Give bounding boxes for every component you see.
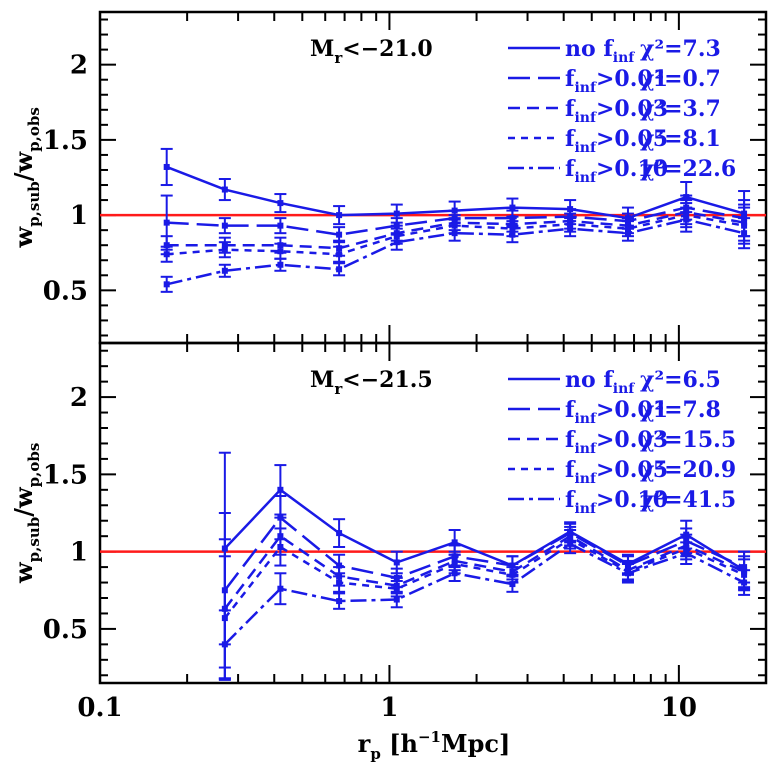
legend-label: finf>0.05 bbox=[565, 457, 668, 487]
data-point bbox=[567, 225, 574, 232]
y-tick-label: 1.5 bbox=[43, 126, 88, 156]
x-tick-label: 1 bbox=[380, 693, 398, 723]
series-5 bbox=[160, 206, 751, 293]
data-point bbox=[336, 530, 343, 537]
data-point bbox=[393, 596, 400, 603]
data-point bbox=[221, 246, 228, 253]
data-point bbox=[277, 200, 284, 207]
data-point bbox=[451, 570, 458, 577]
y-tick-label: 1.5 bbox=[43, 460, 88, 490]
data-point bbox=[624, 230, 631, 237]
data-point bbox=[277, 486, 284, 493]
data-point bbox=[509, 581, 516, 588]
data-point bbox=[741, 230, 748, 237]
legend-chi2: χ²=20.9 bbox=[640, 457, 736, 483]
data-point bbox=[509, 204, 516, 211]
legend-chi2: χ²=7.3 bbox=[640, 36, 721, 62]
series-2 bbox=[218, 495, 751, 669]
data-point bbox=[221, 641, 228, 648]
data-point bbox=[277, 585, 284, 592]
data-point bbox=[451, 561, 458, 567]
panel-title: Mr<−21.5 bbox=[310, 367, 433, 398]
data-point bbox=[336, 231, 343, 238]
legend-chi2: χ²=0.7 bbox=[640, 66, 721, 92]
legend-label: no finf bbox=[565, 367, 635, 397]
y-tick-label: 1 bbox=[70, 201, 88, 231]
data-point bbox=[683, 216, 690, 223]
legend-label: finf>0.03 bbox=[565, 427, 668, 457]
data-point bbox=[624, 570, 631, 577]
y-axis-title: wp,sub/wp,obs bbox=[9, 443, 43, 584]
data-point bbox=[336, 266, 343, 273]
data-point bbox=[221, 267, 228, 274]
data-point bbox=[393, 210, 400, 217]
data-point bbox=[683, 550, 690, 557]
legend-label: finf>0.05 bbox=[565, 126, 668, 156]
data-point bbox=[509, 571, 516, 578]
panel-title: Mr<−21.0 bbox=[310, 36, 433, 67]
x-axis-title: rp [h−1Mpc] bbox=[358, 728, 511, 763]
data-point bbox=[163, 251, 170, 258]
legend-label: finf>0.01 bbox=[565, 66, 668, 96]
x-tick-label: 0.1 bbox=[77, 693, 122, 723]
legend-label: finf>0.01 bbox=[565, 397, 668, 427]
data-point bbox=[336, 212, 343, 219]
series-line bbox=[166, 218, 745, 286]
y-tick-label: 0.5 bbox=[43, 276, 88, 306]
plot-frame bbox=[98, 341, 768, 685]
data-point bbox=[509, 231, 516, 238]
legend-chi2: χ²=8.1 bbox=[640, 126, 721, 152]
data-point bbox=[277, 261, 284, 268]
legend-label: finf>0.03 bbox=[565, 96, 668, 126]
data-point bbox=[163, 219, 170, 226]
data-point bbox=[393, 585, 400, 592]
y-tick-label: 2 bbox=[70, 383, 88, 413]
data-point bbox=[741, 579, 748, 586]
data-point bbox=[393, 559, 400, 566]
data-point bbox=[277, 222, 284, 229]
legend-chi2: χ²=41.5 bbox=[640, 487, 736, 513]
series-line bbox=[223, 534, 745, 610]
y-tick-label: 0.5 bbox=[43, 615, 88, 645]
legend-chi2: χ²=3.7 bbox=[640, 96, 721, 122]
data-point bbox=[336, 562, 343, 569]
y-tick-label: 1 bbox=[70, 538, 88, 568]
legend-chi2: χ²=22.6 bbox=[640, 156, 736, 182]
y-axis-title: wp,sub/wp,obs bbox=[9, 107, 43, 248]
data-point bbox=[163, 281, 170, 288]
series-line bbox=[223, 488, 745, 572]
legend-chi2: χ²=15.5 bbox=[640, 427, 736, 453]
x-tick-label: 10 bbox=[661, 693, 697, 723]
data-point bbox=[451, 539, 458, 546]
data-point bbox=[221, 222, 228, 229]
y-tick-label: 2 bbox=[70, 51, 88, 81]
series-line bbox=[223, 515, 745, 592]
data-point bbox=[393, 239, 400, 246]
data-point bbox=[163, 163, 170, 170]
data-point bbox=[336, 598, 343, 605]
legend-label: no finf bbox=[565, 36, 635, 66]
data-point bbox=[336, 579, 343, 586]
data-point bbox=[277, 544, 284, 550]
legend-label: finf>0.10 bbox=[565, 487, 668, 517]
series-line bbox=[223, 542, 745, 646]
legend-label: finf>0.10 bbox=[565, 156, 668, 186]
data-point bbox=[567, 540, 574, 547]
data-point bbox=[163, 242, 170, 249]
legend-chi2: χ²=6.5 bbox=[640, 367, 721, 393]
data-point bbox=[277, 248, 284, 255]
data-point bbox=[451, 230, 458, 237]
data-point bbox=[221, 186, 228, 193]
legend-chi2: χ²=7.8 bbox=[640, 397, 721, 423]
series-5 bbox=[218, 533, 751, 680]
data-point bbox=[336, 251, 343, 258]
